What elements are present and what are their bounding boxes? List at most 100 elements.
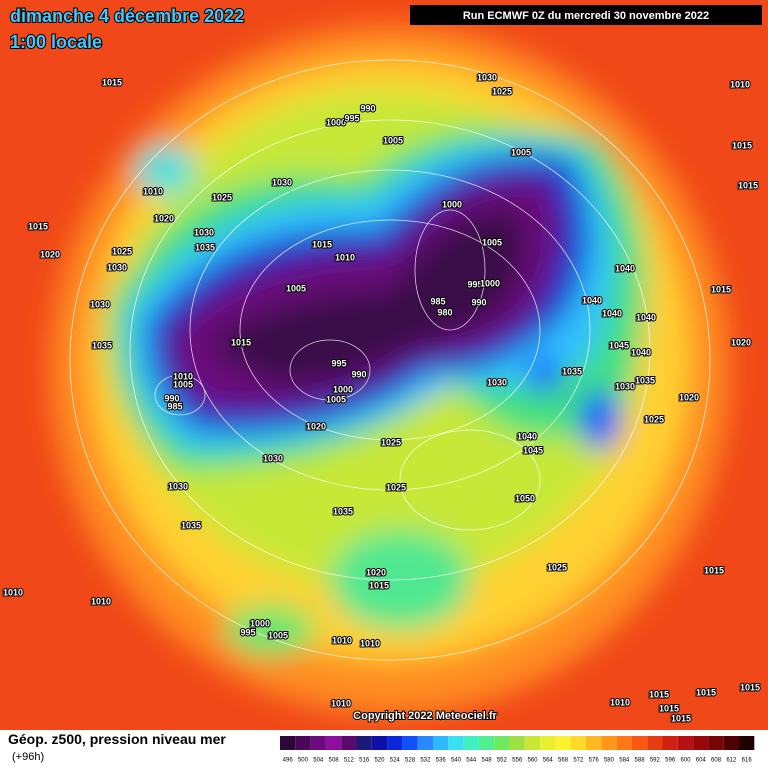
color-swatch [708,736,724,750]
isobar-label: 1005 [326,394,346,404]
isobar-label: 1015 [704,565,724,575]
level-label: 596 [665,758,676,764]
isobar-label: 1005 [173,379,193,389]
color-swatch [570,736,586,750]
isobar-label: 1020 [154,213,174,223]
isobar-label: 1030 [168,481,188,491]
isobar-label: 1000 [480,278,500,288]
isobar-label: 1005 [383,135,403,145]
color-swatch [555,736,571,750]
isobar-label: 1030 [194,227,214,237]
level-label: 536 [436,758,447,764]
isobar-label: 1005 [482,237,502,247]
isobar-label: 1005 [286,283,306,293]
isobar-label: 1035 [635,375,655,385]
isobar-label: 1030 [477,72,497,82]
caption: Géop. z500, pression niveau mer [8,731,226,747]
level-label: 532 [420,758,431,764]
isobar-label: 1015 [671,713,691,723]
level-label: 516 [359,758,370,764]
isobar-label: 1010 [335,252,355,262]
isobar-label: 1030 [107,262,127,272]
isobar-label: 1000 [250,618,270,628]
color-swatch [448,736,464,750]
color-swatch [723,736,739,750]
isobar-label: 995 [467,279,482,289]
color-swatch [478,736,495,750]
level-label: 584 [619,758,630,764]
isobar-label: 1010 [360,638,380,648]
color-swatch [647,736,663,750]
level-label: 544 [466,758,477,764]
isobar-label: 1040 [636,312,656,322]
isobar-label: 1015 [740,682,760,692]
isobar-label: 1010 [173,371,193,381]
color-swatch [356,736,372,750]
level-label: 556 [512,758,523,764]
level-label: 592 [650,758,661,764]
isobar-label: 1015 [732,140,752,150]
color-swatch [341,736,357,750]
isobar-label: 1050 [515,493,535,503]
color-swatch [417,736,433,750]
isobar-label: 1015 [711,284,731,294]
isobar-label: 1020 [679,392,699,402]
isobar-label: 1025 [492,86,512,96]
isobar-label: 1040 [602,308,622,318]
level-label: 520 [374,758,385,764]
level-label: 568 [558,758,569,764]
color-swatch [601,736,617,750]
isobar-label: 1015 [369,580,389,590]
level-label: 496 [283,758,294,764]
isobar-label: 1010 [91,596,111,606]
isobar-label: 1010 [332,635,352,645]
isobar-label: 1025 [212,192,232,202]
run-info: Run ECMWF 0Z du mercredi 30 novembre 202… [463,10,709,22]
isobar-label: 995 [331,358,346,368]
isobar-label: 985 [167,401,182,411]
isobar-label: 1030 [90,299,110,309]
color-swatch [371,736,388,750]
isobar-label: 1010 [730,79,750,89]
isobar-label: 1015 [231,337,251,347]
isobar-label: 1040 [517,431,537,441]
level-label: 600 [680,758,691,764]
level-label: 548 [482,758,493,764]
isobar-label: 1020 [366,567,386,577]
level-label: 540 [451,758,462,764]
isobar-label: 1015 [659,703,679,713]
isobar-label: 1010 [331,698,351,708]
color-swatch [402,736,418,750]
color-swatch [295,736,311,750]
level-label: 616 [742,758,753,764]
isobar-label: 1040 [582,295,602,305]
level-label: 508 [329,758,340,764]
isobar-label: 1005 [268,630,288,640]
isobar-label: 1025 [381,437,401,447]
level-label: 612 [726,758,737,764]
isobar-label: 1020 [731,337,751,347]
color-swatch [524,736,541,750]
isobar-label: 1045 [523,445,543,455]
isobar-label: 990 [471,297,486,307]
isobar-label: 1025 [386,482,406,492]
lead-time: (+96h) [12,751,44,763]
color-swatch [739,736,755,750]
color-swatch [463,736,479,750]
color-swatch [662,736,678,750]
isobar-label: 1010 [143,186,163,196]
isobar-label: 1040 [631,347,651,357]
isobar-label: 995 [344,113,359,123]
isobar-label: 1000 [442,199,462,209]
isobar-label: 1015 [312,239,332,249]
color-swatch [677,736,694,750]
color-swatch [540,736,556,750]
isobar-label: 990 [360,103,375,113]
isobar-label: 1020 [40,249,60,259]
color-swatch [310,736,326,750]
isobar-label: 1000 [326,117,346,127]
isobar-label: 1015 [738,180,758,190]
isobar-label: 1025 [644,414,664,424]
level-label: 564 [543,758,554,764]
